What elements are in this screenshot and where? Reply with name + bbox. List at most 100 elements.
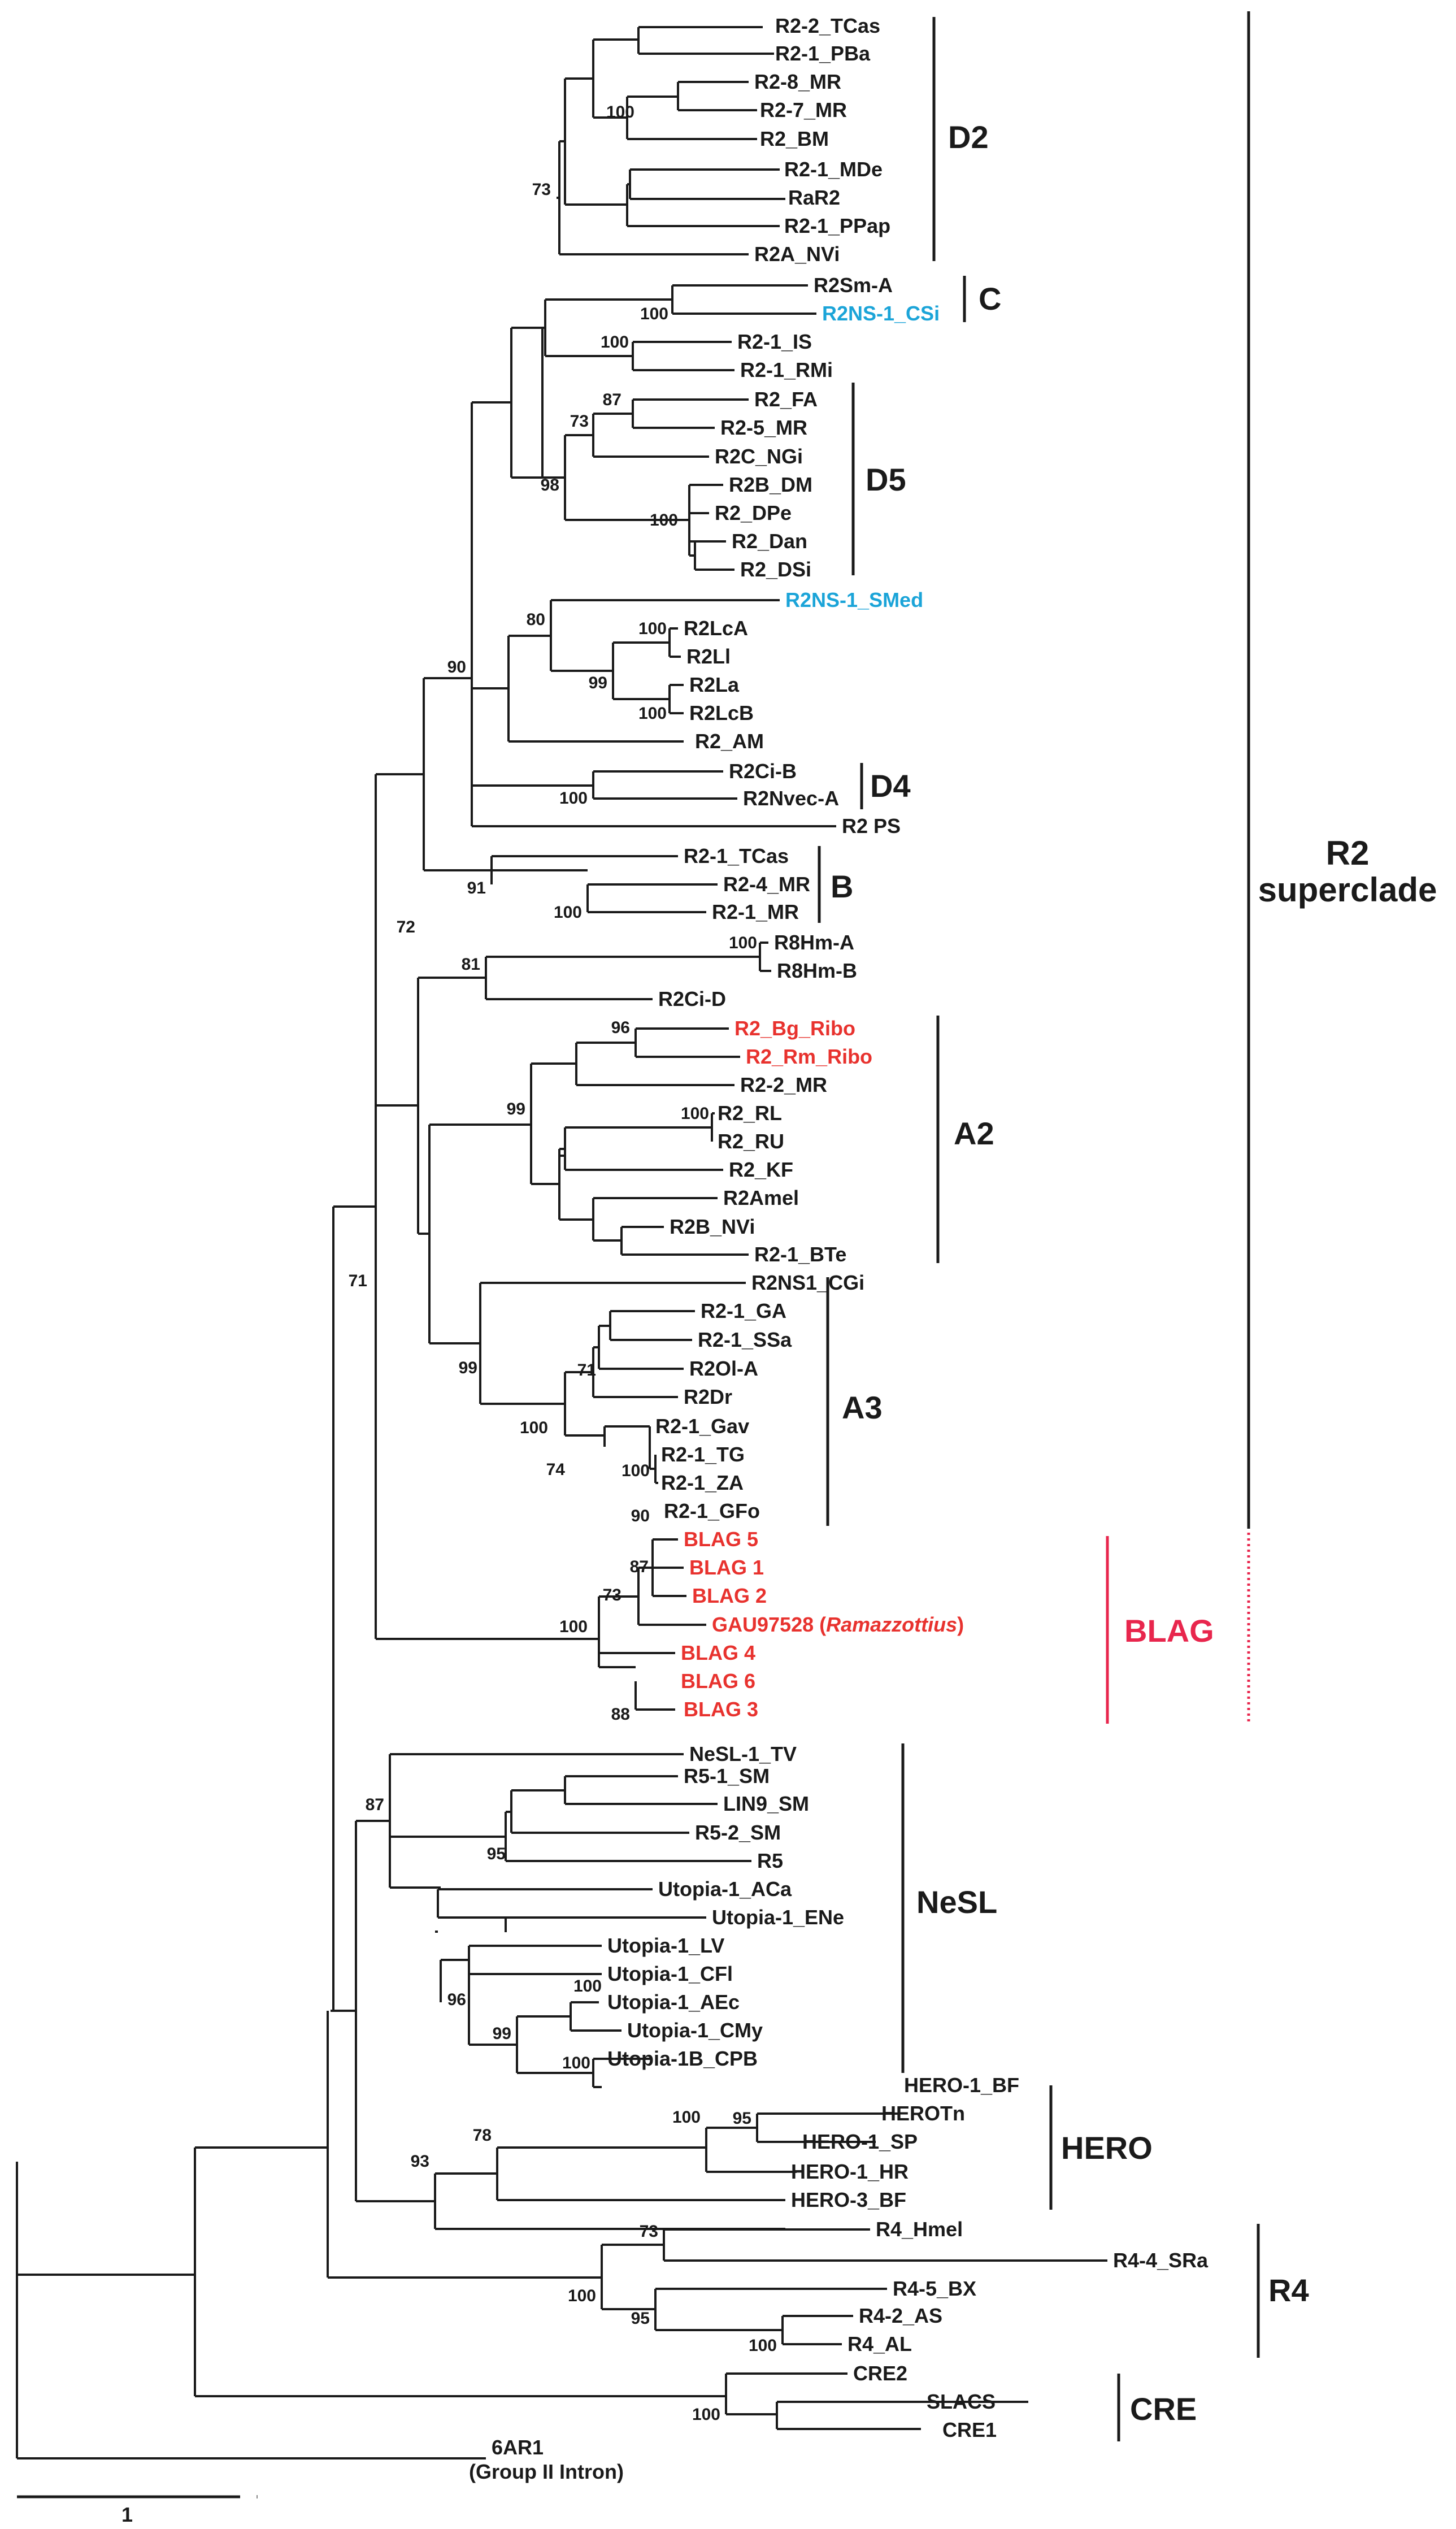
leaf-label: R2-1_SSa: [698, 1328, 792, 1351]
leaf-label: HERO-3_BF: [791, 2188, 906, 2211]
bootstrap-value: 73: [570, 412, 589, 431]
leaf-label: R2-4_MR: [723, 873, 810, 896]
branch: [497, 2128, 797, 2173]
leaf-label: R2_DPe: [715, 501, 792, 524]
branch: [508, 599, 780, 671]
branch: [511, 1775, 718, 1805]
branch: [517, 2001, 621, 2032]
leaf-label: R2_Dan: [732, 530, 807, 553]
branch: [565, 1426, 606, 1447]
gau-close: ): [957, 1613, 964, 1636]
leaf-label: 6AR1: [492, 2436, 544, 2459]
branch: [565, 414, 709, 458]
leaf-label: Utopia-1_CFl: [607, 1962, 733, 1985]
bootstrap-value: 100: [562, 2054, 590, 2072]
bootstrap-value: 100: [692, 2405, 720, 2424]
bootstrap-value: 100: [559, 789, 588, 808]
leaf-label: R2 PS: [842, 814, 901, 838]
leaf-label: R5-1_SM: [684, 1764, 770, 1788]
leaf-label: CRE2: [853, 2362, 907, 2385]
branch: [328, 2245, 603, 2309]
gau-italic: Ramazzottius: [826, 1613, 957, 1636]
leaf-label: R2Ol-A: [689, 1357, 758, 1380]
leaf-label: R4-4_SRa: [1113, 2249, 1209, 2272]
clade-label-a2: A2: [954, 1116, 994, 1151]
leaf-label: R2Amel: [723, 1186, 799, 1209]
branch: [599, 1568, 706, 1626]
branch: [511, 435, 684, 521]
leaf-label: R2NS-1_CSi: [822, 302, 940, 325]
bootstrap-values: 100 73 100 100 87 73 98 100 80 100 99 10…: [349, 103, 777, 2424]
branch: [593, 26, 774, 55]
leaf-label: R4-2_AS: [859, 2304, 942, 2327]
branch: [602, 2288, 887, 2330]
leaf-label: BLAG 2: [692, 1584, 767, 1607]
leaf-label: R5: [757, 1849, 783, 1872]
bootstrap-value: 93: [411, 2152, 429, 2171]
leaf-label: LIN9_SM: [723, 1792, 809, 1815]
leaf-label: R2_BM: [760, 127, 829, 150]
leaf-label: R2-1_RMi: [740, 358, 833, 381]
branch: [557, 79, 749, 255]
bootstrap-value: 99: [459, 1359, 477, 1377]
clade-label-cre: CRE: [1130, 2391, 1197, 2427]
leaf-label: R2A_NVi: [754, 242, 840, 266]
branch: [565, 40, 594, 118]
leaf-label: R2-8_MR: [754, 70, 841, 93]
clade-label-hero: HERO: [1061, 2130, 1153, 2166]
leaf-label: R2La: [689, 673, 740, 696]
bootstrap-value: 95: [487, 1845, 506, 1863]
clade-label-d2: D2: [948, 119, 989, 155]
clade-label-d5: D5: [866, 462, 906, 497]
leaf-label: RaR2: [788, 186, 840, 209]
branch: [559, 1197, 749, 1256]
bootstrap-value: 95: [733, 2109, 751, 2128]
leaf-label-sub: (Group II Intron): [469, 2460, 624, 2483]
clade-label-nesl: NeSL: [916, 1884, 997, 1920]
branch: [593, 97, 757, 140]
branch: [559, 1112, 715, 1157]
leaf-label: R2LcB: [689, 701, 754, 725]
bootstrap-value: 99: [507, 1100, 525, 1118]
leaf-label: R2-2_TCas: [775, 14, 880, 37]
branch: [706, 2112, 898, 2143]
branch: [376, 1597, 600, 1653]
leaf-label: R2Ci-B: [729, 760, 797, 783]
branch: [469, 2016, 653, 2088]
branch: [602, 2228, 1107, 2262]
leaf-label: Utopia-1B_CPB: [607, 2047, 758, 2070]
leaf-label: BLAG 3: [684, 1698, 758, 1721]
bootstrap-value: 88: [611, 1705, 630, 1724]
bootstrap-value: 100: [640, 305, 668, 323]
leaf-label: R2-1_BTe: [754, 1243, 846, 1266]
leaf-labels: R2-2_TCas R2-1_PBa R2-8_MR R2-7_MR R2_BM…: [469, 14, 1209, 2483]
leaf-label: R2_KF: [729, 1158, 793, 1181]
leaf-label: GAU97528 (Ramazzottius): [712, 1613, 964, 1636]
clade-label-r4: R4: [1268, 2272, 1309, 2308]
leaf-label: R2Sm-A: [814, 274, 893, 297]
branch: [472, 770, 737, 800]
bootstrap-value: 90: [447, 658, 466, 676]
leaf-label: R2_AM: [695, 730, 764, 753]
branch: [418, 957, 653, 1000]
branch: [424, 402, 836, 827]
tree-branches: [16, 26, 1107, 2459]
bootstrap-value: 87: [366, 1795, 384, 1814]
branch: [435, 1888, 653, 1933]
bootstrap-value: 99: [589, 674, 607, 692]
leaf-label: R2_Bg_Ribo: [734, 1017, 855, 1040]
leaf-label: R2-1_Gav: [655, 1415, 749, 1438]
leaf-label: NeSL-1_TV: [689, 1742, 797, 1765]
clade-label-a3: A3: [842, 1390, 883, 1425]
leaf-label: Utopia-1_ENe: [712, 1906, 844, 1929]
leaf-label: R2_DSi: [740, 558, 811, 581]
scale-bar-label: 1: [121, 2503, 133, 2526]
branch: [726, 2401, 1028, 2430]
branch: [376, 978, 431, 1343]
branch: [492, 869, 718, 913]
leaf-label: Utopia-1_AEc: [607, 1990, 740, 2014]
branch: [638, 1538, 686, 1597]
clade-label-c: C: [979, 281, 1001, 316]
leaf-label: R2NS-1_SMed: [785, 588, 923, 611]
bootstrap-value: 73: [640, 2222, 658, 2241]
